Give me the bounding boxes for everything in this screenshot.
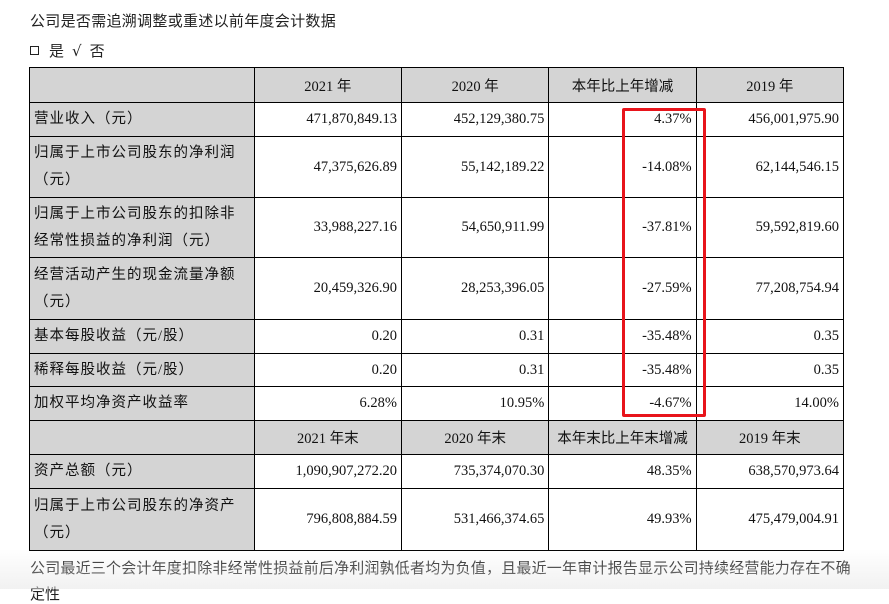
table-header-row: 2021 年末 2020 年末 本年末比上年末增减 2019 年末: [29, 420, 845, 455]
financial-data-table: 2021 年 2020 年 本年比上年增减 2019 年 营业收入（元） 471…: [29, 67, 845, 551]
header-cell: [29, 67, 255, 103]
header-cell: 2021 年: [253, 67, 403, 103]
value-2019: 475,479,004.91: [695, 488, 845, 551]
table-row: 归属于上市公司股东的扣除非经常性损益的净利润（元） 33,988,227.16 …: [29, 197, 845, 258]
value-2020: 735,374,070.30: [400, 454, 550, 489]
value-2020: 531,466,374.65: [400, 488, 550, 551]
table-row: 加权平均净资产收益率 6.28% 10.95% -4.67% 14.00%: [29, 386, 845, 421]
value-2019: 0.35: [695, 319, 845, 354]
table-row: 基本每股收益（元/股） 0.20 0.31 -35.48% 0.35: [29, 319, 845, 354]
value-2021: 0.20: [253, 319, 403, 354]
table-row: 稀释每股收益（元/股） 0.20 0.31 -35.48% 0.35: [29, 353, 845, 387]
value-2020: 0.31: [400, 353, 550, 387]
value-change: -37.81%: [548, 197, 697, 258]
value-2019: 0.35: [695, 353, 845, 387]
table-row: 归属于上市公司股东的净利润（元） 47,375,626.89 55,142,18…: [29, 136, 845, 198]
value-change: -35.48%: [548, 353, 697, 387]
value-2020: 0.31: [400, 319, 550, 354]
header-cell: [29, 420, 255, 455]
row-label: 归属于上市公司股东的扣除非经常性损益的净利润（元）: [29, 197, 255, 258]
value-2021: 6.28%: [253, 386, 403, 421]
footer-text: 公司最近三个会计年度扣除非经常性损益前后净利润孰低者均为负值，且最近一年审计报告…: [30, 559, 851, 577]
value-change: 49.93%: [548, 488, 697, 551]
value-change: -14.08%: [548, 136, 697, 198]
row-label: 经营活动产生的现金流量净额（元）: [29, 257, 255, 320]
footer-text-continued: 定性: [30, 585, 61, 603]
row-label: 营业收入（元）: [29, 102, 255, 137]
value-change: 4.37%: [548, 102, 697, 137]
header-cell: 2019 年末: [695, 420, 845, 455]
value-2019: 59,592,819.60: [695, 197, 845, 258]
value-change: -35.48%: [548, 319, 697, 354]
checkbox-yes-icon: [30, 46, 39, 55]
yes-label: 是: [49, 42, 65, 60]
row-label: 归属于上市公司股东的净利润（元）: [29, 136, 255, 198]
value-2019: 62,144,546.15: [695, 136, 845, 198]
section-heading: 公司是否需追溯调整或重述以前年度会计数据: [30, 12, 337, 30]
value-2020: 28,253,396.05: [400, 257, 550, 320]
restatement-choice: 是 √ 否: [30, 40, 113, 61]
header-cell: 2021 年末: [253, 420, 403, 455]
header-cell: 2019 年: [695, 67, 845, 103]
row-label: 加权平均净资产收益率: [29, 386, 255, 421]
header-cell: 2020 年: [400, 67, 550, 103]
row-label: 稀释每股收益（元/股）: [29, 353, 255, 387]
value-2021: 20,459,326.90: [253, 257, 403, 320]
table-header-row: 2021 年 2020 年 本年比上年增减 2019 年: [29, 67, 845, 103]
value-2021: 47,375,626.89: [253, 136, 403, 198]
value-2021: 1,090,907,272.20: [253, 454, 403, 489]
table-row: 资产总额（元） 1,090,907,272.20 735,374,070.30 …: [29, 454, 845, 489]
value-2021: 33,988,227.16: [253, 197, 403, 258]
table-row: 归属于上市公司股东的净资产（元） 796,808,884.59 531,466,…: [29, 488, 845, 551]
value-2020: 10.95%: [400, 386, 550, 421]
value-2020: 452,129,380.75: [400, 102, 550, 137]
value-2019: 77,208,754.94: [695, 257, 845, 320]
value-2021: 796,808,884.59: [253, 488, 403, 551]
table-row: 经营活动产生的现金流量净额（元） 20,459,326.90 28,253,39…: [29, 257, 845, 320]
header-cell: 本年末比上年末增减: [548, 420, 697, 455]
table-row: 营业收入（元） 471,870,849.13 452,129,380.75 4.…: [29, 102, 845, 137]
value-change: 48.35%: [548, 454, 697, 489]
no-label: 否: [89, 42, 105, 60]
row-label: 基本每股收益（元/股）: [29, 319, 255, 354]
header-cell: 本年比上年增减: [548, 67, 697, 103]
value-2019: 456,001,975.90: [695, 102, 845, 137]
row-label: 资产总额（元）: [29, 454, 255, 489]
value-change: -4.67%: [548, 386, 697, 421]
value-2021: 471,870,849.13: [253, 102, 403, 137]
value-2019: 638,570,973.64: [695, 454, 845, 489]
header-cell: 2020 年末: [400, 420, 550, 455]
checkmark-icon: √: [72, 42, 82, 60]
value-2020: 55,142,189.22: [400, 136, 550, 198]
value-2021: 0.20: [253, 353, 403, 387]
value-change: -27.59%: [548, 257, 697, 320]
value-2020: 54,650,911.99: [400, 197, 550, 258]
value-2019: 14.00%: [695, 386, 845, 421]
row-label: 归属于上市公司股东的净资产（元）: [29, 488, 255, 551]
